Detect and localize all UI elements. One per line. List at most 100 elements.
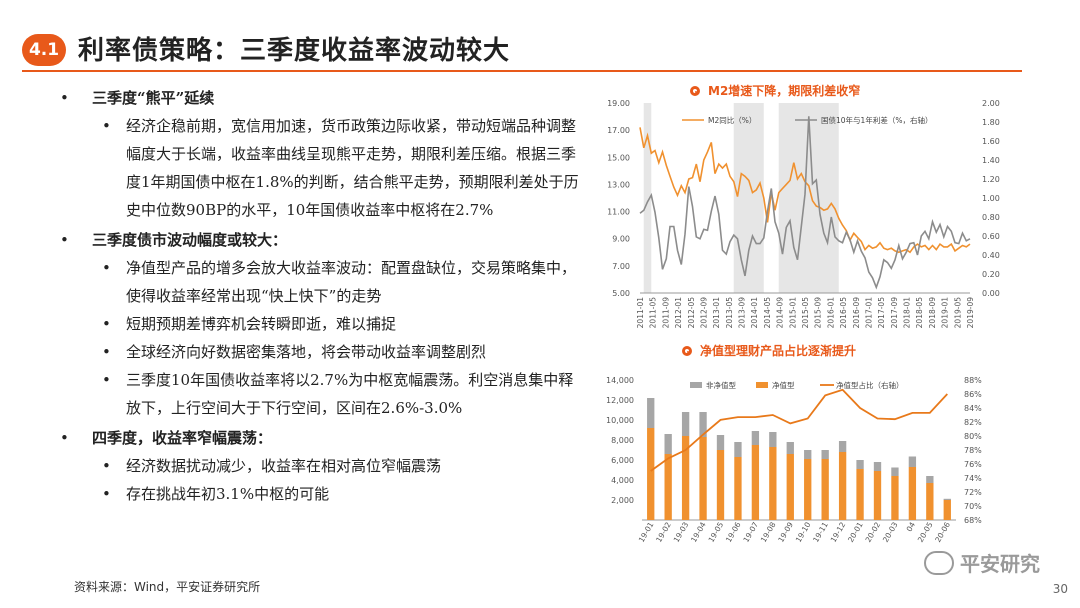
shaded-period	[643, 103, 652, 293]
bar-net-value	[926, 483, 934, 520]
bar-net-value	[804, 459, 812, 520]
x-tick-label: 2017-01	[864, 297, 873, 329]
bar-non-net-value	[699, 412, 707, 437]
bar-non-net-value	[804, 450, 812, 459]
bar-net-value	[908, 467, 917, 520]
bullet-heading: 三季度“熊平”延续	[58, 84, 588, 112]
legend-label: 净值型占比（右轴）	[836, 380, 904, 390]
bar-net-value	[838, 452, 847, 520]
x-tick-label: 20-02	[864, 520, 883, 544]
y-right-tick-label: 82%	[964, 418, 982, 427]
bullet-item: 全球经济向好数据密集落地，将会带动收益率调整剧烈	[58, 338, 588, 366]
x-tick-label: 19-10	[794, 520, 813, 544]
x-tick-label: 19-08	[759, 520, 778, 544]
bar-non-net-value	[891, 467, 899, 476]
y-right-tick-label: 76%	[964, 460, 982, 469]
x-tick-label: 2016-05	[839, 297, 848, 329]
x-tick-label: 2012-05	[687, 297, 696, 329]
x-tick-label: 2017-09	[890, 297, 899, 329]
y-right-tick-label: 74%	[964, 474, 982, 483]
x-tick-label: 2015-09	[814, 297, 823, 329]
watermark: 平安研究	[924, 548, 1040, 577]
x-tick-label: 19-06	[724, 520, 743, 544]
x-tick-label: 2012-01	[674, 297, 683, 329]
y-right-tick-label: 1.60	[982, 137, 1000, 146]
y-right-tick-label: 88%	[964, 376, 982, 385]
x-tick-label: 19-09	[776, 520, 795, 544]
x-tick-label: 19-01	[637, 520, 656, 544]
bar-net-value	[716, 450, 725, 520]
y-right-tick-label: 1.00	[982, 194, 1000, 203]
x-tick-label: 20-06	[933, 520, 952, 544]
chart1-title: M2增速下降，期限利差收窄	[690, 82, 860, 99]
x-tick-label: 2013-09	[738, 297, 747, 329]
bar-net-value	[769, 447, 777, 520]
x-tick-label: 20-05	[916, 520, 935, 544]
bullet-item: 三季度10年国债收益率将以2.7%为中枢宽幅震荡。利空消息集中释放下，上行空间大…	[58, 366, 588, 422]
bar-non-net-value	[734, 442, 742, 457]
m2-spread-line-chart: 5.00 7.00 9.00 11.00 13.00 15.00 17.00 19.00 0.0…	[607, 99, 1000, 329]
y-right-tick-label: 68%	[964, 516, 982, 525]
x-tick-label: 2019-09	[966, 297, 975, 329]
y-right-tick-label: 1.40	[982, 156, 1000, 165]
legend-swatch	[690, 382, 702, 388]
bar-non-net-value	[716, 435, 725, 450]
x-tick-label: 2013-01	[712, 297, 721, 329]
legend-swatch	[756, 382, 768, 388]
y-left-tick-label: 7.00	[612, 262, 630, 271]
bullet-item: 净值型产品的增多会放大收益率波动：配置盘缺位，交易策略集中，使得收益率经常出现“…	[58, 254, 588, 310]
y-right-tick-label: 0.60	[982, 232, 1000, 241]
bar-non-net-value	[786, 442, 794, 454]
y-right-tick-label: 1.20	[982, 175, 1000, 184]
bar-net-value	[856, 469, 864, 520]
y-left-tick-label: 17.00	[607, 126, 630, 135]
x-tick-label: 2016-01	[826, 297, 835, 329]
page-number: 30	[1052, 582, 1068, 596]
x-tick-label: 04	[905, 520, 918, 533]
x-tick-label: 20-01	[846, 520, 865, 544]
y-left-tick-label: 2,000	[611, 496, 634, 505]
bullet-list: 三季度“熊平”延续经济企稳前期，宽信用加速，货币政策边际收紧，带动短端品种调整幅…	[58, 82, 588, 508]
y-right-tick-label: 84%	[964, 404, 982, 413]
y-right-tick-label: 0.20	[982, 270, 1000, 279]
bar-non-net-value	[751, 431, 760, 445]
y-right-tick-label: 86%	[964, 390, 982, 399]
bullet-item: 经济数据扰动减少，收益率在相对高位窄幅震荡	[58, 452, 588, 480]
y-right-tick-label: 80%	[964, 432, 982, 441]
bullet-item: 经济企稳前期，宽信用加速，货币政策边际收紧，带动短端品种调整幅度大于长端，收益率…	[58, 112, 588, 224]
circle-bullet-icon	[690, 85, 700, 96]
chart1-title-text: M2增速下降，期限利差收窄	[708, 84, 861, 98]
x-tick-label: 2019-01	[941, 297, 950, 329]
spread-series-line	[639, 116, 971, 290]
x-tick-label: 2015-05	[801, 297, 810, 329]
bar-non-net-value	[647, 398, 655, 428]
net-value-product-chart: 2,000 4,000 6,000 8,000 10,000 12,000 14,000 68…	[606, 376, 982, 544]
wechat-icon	[924, 550, 954, 575]
x-tick-label: 2018-05	[915, 297, 924, 329]
y-left-tick-label: 8,000	[611, 436, 634, 445]
y-right-tick-label: 72%	[964, 488, 982, 497]
shaded-period	[778, 103, 839, 293]
bar-net-value	[891, 476, 899, 520]
bar-non-net-value	[838, 441, 847, 452]
y-right-tick-label: 0.00	[982, 289, 1000, 298]
x-tick-label: 2019-05	[953, 297, 962, 329]
bar-net-value	[664, 454, 672, 520]
x-tick-label: 2011-01	[636, 297, 645, 329]
x-tick-label: 19-04	[689, 520, 708, 544]
circle-bullet-icon	[682, 345, 692, 356]
bar-non-net-value	[908, 456, 917, 467]
y-left-tick-label: 12,000	[606, 396, 634, 405]
bar-non-net-value	[769, 432, 777, 447]
section-badge: 4.1	[22, 34, 66, 66]
x-tick-label: 2017-05	[877, 297, 886, 329]
y-left-tick-label: 13.00	[607, 180, 630, 189]
share-series-line	[650, 388, 948, 472]
bar-non-net-value	[943, 498, 951, 500]
chart2-title: 净值型理财产品占比逐渐提升	[682, 342, 856, 359]
bar-net-value	[734, 457, 742, 520]
x-tick-label: 2014-01	[750, 297, 759, 329]
bar-non-net-value	[873, 462, 882, 471]
chart2-title-text: 净值型理财产品占比逐渐提升	[700, 344, 857, 358]
y-right-tick-label: 1.80	[982, 118, 1000, 127]
